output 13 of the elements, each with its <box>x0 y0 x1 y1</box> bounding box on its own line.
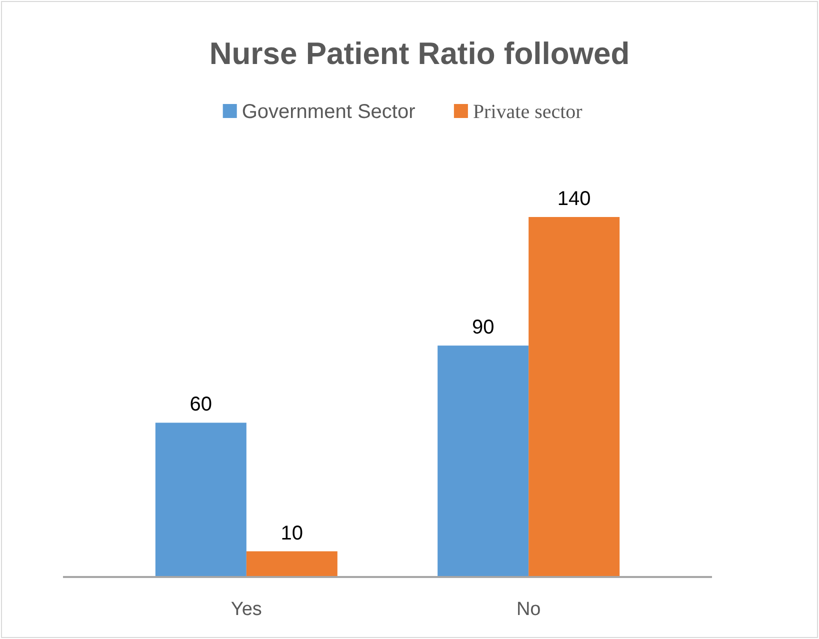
bar <box>246 551 338 577</box>
data-label: 60 <box>190 394 212 416</box>
legend-label: Government Sector <box>242 101 416 123</box>
bar <box>528 217 620 577</box>
legend-label: Private sector <box>472 101 583 123</box>
bar <box>438 346 529 577</box>
x-tick-label: Yes <box>230 599 262 620</box>
data-label: 10 <box>280 522 304 544</box>
chart-title: Nurse Patient Ratio followed <box>209 36 630 71</box>
x-tick-label: No <box>516 599 541 620</box>
data-label: 140 <box>557 188 591 210</box>
bar <box>155 422 246 577</box>
data-label: 90 <box>472 316 494 339</box>
